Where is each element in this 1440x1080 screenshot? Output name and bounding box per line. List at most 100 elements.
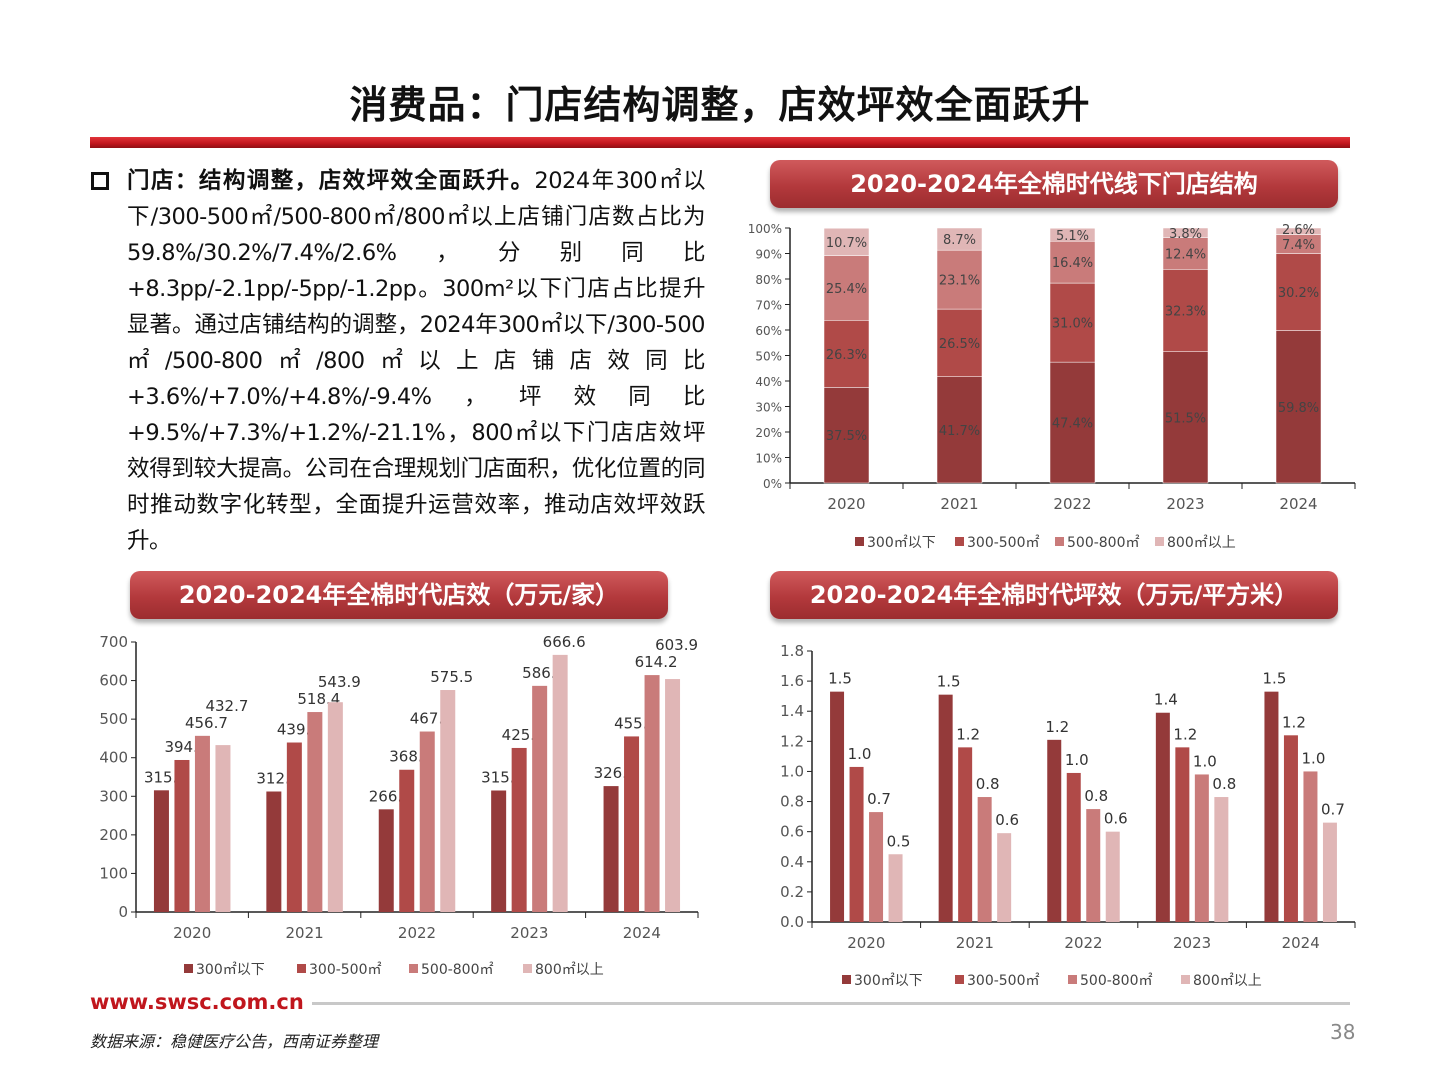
bar-segment <box>823 320 870 388</box>
legend-swatch <box>842 975 851 984</box>
data-label: 3.8% <box>1169 227 1202 242</box>
bar <box>1066 772 1081 922</box>
y-tick-label: 600 <box>99 672 128 690</box>
data-label: 0.8 <box>976 775 1000 793</box>
legend-label: 500-800㎡ <box>1080 973 1153 989</box>
data-label: 25.4% <box>826 282 867 297</box>
bar <box>552 654 568 912</box>
title-divider <box>90 137 1350 148</box>
legend-label: 500-800㎡ <box>421 962 494 978</box>
x-tick-label: 2022 <box>398 924 436 942</box>
y-tick-label: 0% <box>763 477 782 491</box>
legend-label: 300㎡以下 <box>867 535 936 551</box>
data-label: 586.3 <box>522 664 565 682</box>
data-label: 1.0 <box>1193 752 1217 770</box>
bar-segment <box>1162 269 1209 352</box>
legend-swatch <box>1055 537 1064 546</box>
y-tick-label: 30% <box>755 401 782 415</box>
x-tick-label: 2023 <box>1173 934 1211 952</box>
legend-swatch <box>1155 537 1164 546</box>
bar <box>399 769 415 912</box>
data-label: 51.5% <box>1165 411 1206 426</box>
bar <box>958 747 973 922</box>
y-tick-label: 400 <box>99 749 128 767</box>
y-tick-label: 50% <box>755 350 782 364</box>
legend-swatch <box>1068 975 1077 984</box>
bar <box>266 791 282 912</box>
data-label: 315.0 <box>481 769 524 787</box>
x-tick-label: 2020 <box>827 495 865 513</box>
x-tick-label: 2024 <box>1279 495 1317 513</box>
bar <box>1264 691 1279 922</box>
data-label: 0.6 <box>995 811 1019 829</box>
data-label: 425.3 <box>502 726 545 744</box>
bar <box>665 679 681 912</box>
data-label: 12.4% <box>1165 248 1206 263</box>
footer-url[interactable]: www.swsc.com.cn <box>90 990 304 1014</box>
data-label: 26.5% <box>939 337 980 352</box>
bullet-square-icon <box>91 172 109 190</box>
bar-segment <box>1049 282 1096 363</box>
y-tick-label: 200 <box>99 826 128 844</box>
data-label: 467.9 <box>410 710 453 728</box>
data-label: 1.0 <box>848 745 872 763</box>
data-label: 439.4 <box>277 721 320 739</box>
bar <box>938 694 953 922</box>
data-label: 456.7 <box>185 714 228 732</box>
footer-divider <box>312 1002 1350 1005</box>
bar <box>307 712 323 912</box>
bar <box>830 691 845 922</box>
data-label: 1.0 <box>1065 751 1089 769</box>
y-tick-label: 0.8 <box>780 793 804 811</box>
legend-swatch <box>184 964 193 973</box>
legend-label: 300-500㎡ <box>967 535 1040 551</box>
bar <box>1322 822 1337 922</box>
y-tick-label: 100 <box>99 864 128 882</box>
bar-segment <box>1162 227 1209 238</box>
body-paragraph: 门店：结构调整，店效坪效全面跃升。2024年300㎡以下/300-500㎡/50… <box>127 163 706 559</box>
y-tick-label: 500 <box>99 710 128 728</box>
x-tick-label: 2021 <box>286 924 324 942</box>
legend-swatch <box>955 537 964 546</box>
y-tick-label: 0.2 <box>780 883 804 901</box>
paragraph-lead: 门店：结构调整，店效坪效全面跃升。 <box>127 168 535 194</box>
data-label: 37.5% <box>826 429 867 444</box>
bar <box>849 766 864 922</box>
data-label: 666.6 <box>543 633 586 651</box>
bar <box>1303 771 1318 922</box>
bar <box>1283 735 1298 922</box>
y-tick-label: 0.0 <box>780 913 804 931</box>
data-label: 1.4 <box>1154 691 1178 709</box>
bar <box>644 675 660 912</box>
y-tick-label: 0 <box>118 903 128 921</box>
bar <box>603 786 619 912</box>
data-label: 2.6% <box>1282 223 1315 238</box>
bar-segment <box>1162 351 1209 484</box>
bar <box>1194 774 1209 922</box>
x-tick-label: 2021 <box>940 495 978 513</box>
x-tick-label: 2024 <box>623 924 661 942</box>
data-label: 0.7 <box>1321 801 1345 819</box>
slide-title: 消费品：门店结构调整，店效坪效全面跃升 <box>349 83 1091 127</box>
data-label: 614.2 <box>635 653 678 671</box>
legend-swatch <box>297 964 306 973</box>
bar <box>511 747 527 912</box>
bar-segment <box>1162 237 1209 270</box>
bar <box>888 854 903 922</box>
data-label: 23.1% <box>939 274 980 289</box>
data-label: 312.4 <box>256 770 299 788</box>
bar-segment <box>936 249 983 310</box>
legend-label: 300-500㎡ <box>967 973 1040 989</box>
legend-label: 300-500㎡ <box>309 962 382 978</box>
y-tick-label: 1.0 <box>780 762 804 780</box>
bar <box>174 759 190 912</box>
page-number: 38 <box>1330 1020 1356 1044</box>
y-tick-label: 40% <box>755 375 782 389</box>
y-tick-label: 0.6 <box>780 823 804 841</box>
y-tick-label: 1.4 <box>780 702 804 720</box>
x-tick-label: 2023 <box>1166 495 1204 513</box>
data-label: 1.2 <box>1045 718 1069 736</box>
legend-label: 800㎡以上 <box>535 962 604 978</box>
data-label: 5.1% <box>1056 229 1089 244</box>
data-label: 16.4% <box>1052 256 1093 271</box>
